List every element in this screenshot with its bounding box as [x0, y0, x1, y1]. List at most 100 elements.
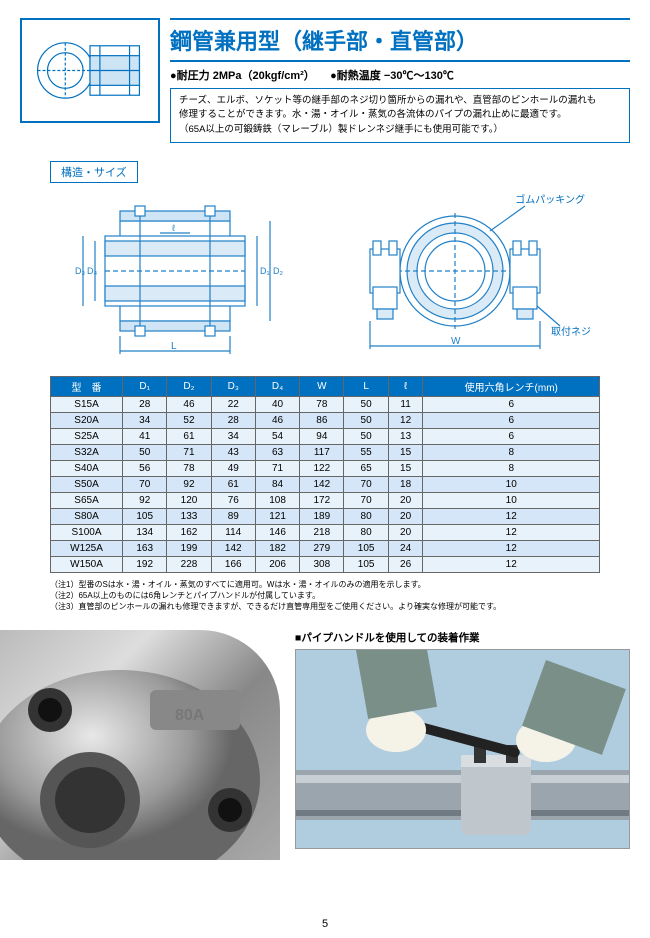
table-cell: 134 — [123, 524, 167, 540]
header: 鋼管兼用型（継手部・直管部） ●耐圧力 2MPa（20kgf/cm²） ●耐熱温… — [20, 18, 630, 143]
install-photo-wrap: ■パイプハンドルを使用しての装着作業 — [295, 630, 630, 860]
spec-line: ●耐圧力 2MPa（20kgf/cm²） ●耐熱温度 −30℃〜130℃ — [170, 67, 630, 83]
note-line: （注1）型番のSは水・湯・オイル・蒸気のすべてに適用可。Wは水・湯・オイルのみの… — [50, 579, 600, 590]
table-cell: 228 — [167, 556, 211, 572]
svg-text:ℓ: ℓ — [172, 223, 176, 233]
table-cell: 50 — [344, 412, 388, 428]
table-cell: 92 — [123, 492, 167, 508]
table-row: S15A284622407850116 — [51, 396, 600, 412]
table-cell: 142 — [300, 476, 344, 492]
table-header: 型 番 — [51, 376, 123, 396]
desc-line: チーズ、エルボ、ソケット等の継手部のネジ切り箇所からの漏れや、直管部のピンホール… — [179, 94, 621, 108]
header-text-block: 鋼管兼用型（継手部・直管部） ●耐圧力 2MPa（20kgf/cm²） ●耐熱温… — [170, 18, 630, 143]
table-cell: 108 — [255, 492, 299, 508]
table-header: D₁ — [123, 376, 167, 396]
table-cell: 8 — [423, 460, 600, 476]
table-cell: 6 — [423, 396, 600, 412]
table-cell: 92 — [167, 476, 211, 492]
table-cell: 133 — [167, 508, 211, 524]
table-cell: 94 — [300, 428, 344, 444]
product-photo: 80A — [0, 630, 280, 860]
svg-text:D₁: D₁ — [260, 266, 270, 276]
table-header: D₂ — [167, 376, 211, 396]
table-cell: 308 — [300, 556, 344, 572]
table-cell: 146 — [255, 524, 299, 540]
spec-pressure-label: ●耐圧力 — [170, 70, 210, 82]
table-cell: 41 — [123, 428, 167, 444]
table-cell: 279 — [300, 540, 344, 556]
table-cell: 76 — [211, 492, 255, 508]
spec-table: 型 番D₁D₂D₃D₄WLℓ使用六角レンチ(mm) S15A2846224078… — [50, 376, 600, 573]
table-cell: S50A — [51, 476, 123, 492]
spec-temp-value: −30℃〜130℃ — [384, 70, 454, 82]
table-cell: 142 — [211, 540, 255, 556]
table-header: W — [300, 376, 344, 396]
table-row: W150A1922281662063081052612 — [51, 556, 600, 572]
table-cell: 199 — [167, 540, 211, 556]
table-cell: 20 — [388, 524, 423, 540]
table-row: W125A1631991421822791052412 — [51, 540, 600, 556]
table-cell: 89 — [211, 508, 255, 524]
install-photo — [295, 649, 630, 849]
table-cell: 105 — [344, 540, 388, 556]
table-cell: 28 — [211, 412, 255, 428]
table-cell: 70 — [123, 476, 167, 492]
svg-text:D₂: D₂ — [273, 266, 283, 276]
table-cell: 163 — [123, 540, 167, 556]
table-cell: 15 — [388, 460, 423, 476]
table-cell: S80A — [51, 508, 123, 524]
table-cell: 20 — [388, 508, 423, 524]
table-cell: 78 — [167, 460, 211, 476]
spec-temp-label: ●耐熱温度 — [330, 70, 381, 82]
table-cell: W125A — [51, 540, 123, 556]
table-cell: 46 — [167, 396, 211, 412]
photo-caption: ■パイプハンドルを使用しての装着作業 — [295, 630, 630, 645]
table-cell: 6 — [423, 412, 600, 428]
note-line: （注2）65A以上のものには6角レンチとパイプハンドルが付属しています。 — [50, 590, 600, 601]
table-cell: 12 — [423, 556, 600, 572]
table-cell: 71 — [167, 444, 211, 460]
table-cell: 61 — [167, 428, 211, 444]
table-cell: 105 — [123, 508, 167, 524]
table-cell: 86 — [300, 412, 344, 428]
spec-pressure-value: 2MPa（20kgf/cm²） — [213, 70, 315, 82]
photo-section: 80A ■パイプハンドルを使用しての装着作業 — [0, 630, 650, 860]
table-cell: S100A — [51, 524, 123, 540]
note-line: （注3）直管部のピンホールの漏れも修理できますが、できるだけ直管専用型をご使用く… — [50, 601, 600, 612]
table-row: S100A134162114146218802012 — [51, 524, 600, 540]
label-rubber: ゴムパッキング — [515, 191, 585, 206]
table-cell: 50 — [344, 396, 388, 412]
diagram-front-view: W ゴムパッキング 取付ネジ — [325, 191, 585, 366]
table-cell: 15 — [388, 444, 423, 460]
table-header: D₄ — [255, 376, 299, 396]
table-cell: 117 — [300, 444, 344, 460]
table-row: S25A416134549450136 — [51, 428, 600, 444]
table-cell: 78 — [300, 396, 344, 412]
table-cell: 182 — [255, 540, 299, 556]
table-cell: 52 — [167, 412, 211, 428]
table-cell: 12 — [423, 524, 600, 540]
table-cell: 26 — [388, 556, 423, 572]
diagram-side-view: ℓ L D₄ D₃ D₁ D₂ — [65, 191, 285, 366]
svg-text:W: W — [451, 336, 461, 347]
table-cell: S20A — [51, 412, 123, 428]
section-label: 構造・サイズ — [50, 161, 138, 183]
table-cell: S25A — [51, 428, 123, 444]
table-header: 使用六角レンチ(mm) — [423, 376, 600, 396]
desc-line: （65A以上の可鍛鋳鉄（マレーブル）製ドレンネジ継手にも使用可能です。） — [179, 123, 621, 137]
table-cell: 120 — [167, 492, 211, 508]
table-cell: 172 — [300, 492, 344, 508]
svg-text:D₃: D₃ — [75, 266, 85, 276]
table-cell: 11 — [388, 396, 423, 412]
table-cell: 34 — [211, 428, 255, 444]
table-cell: 49 — [211, 460, 255, 476]
table-cell: 20 — [388, 492, 423, 508]
table-cell: 71 — [255, 460, 299, 476]
table-cell: 70 — [344, 476, 388, 492]
table-row: S32A5071436311755158 — [51, 444, 600, 460]
table-cell: 34 — [123, 412, 167, 428]
desc-line: 修理することができます。水・湯・オイル・蒸気の各流体のパイプの漏れ止めに最適です… — [179, 108, 621, 122]
table-cell: S32A — [51, 444, 123, 460]
table-cell: 63 — [255, 444, 299, 460]
table-header: D₃ — [211, 376, 255, 396]
